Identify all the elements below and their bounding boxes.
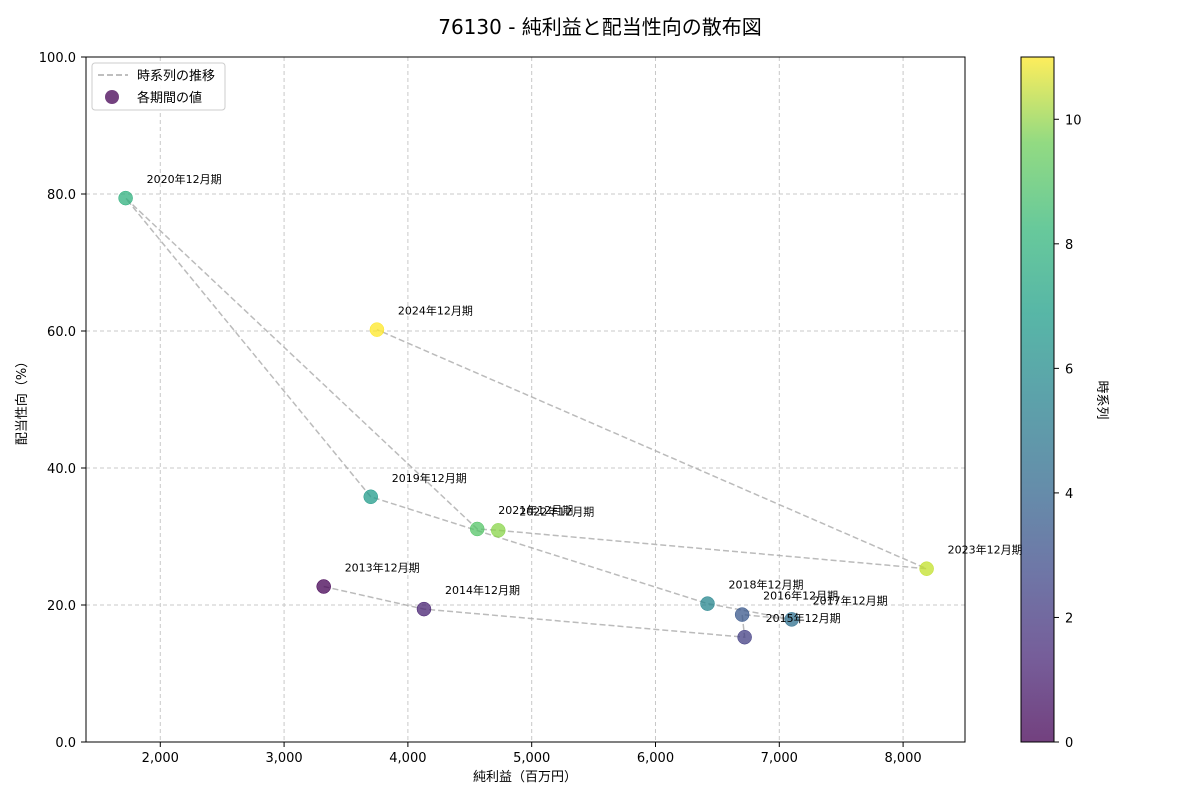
colorbar-tick-label: 4	[1065, 487, 1073, 502]
x-tick-label: 7,000	[761, 751, 798, 766]
colorbar-tick-label: 8	[1065, 238, 1073, 253]
colorbar-gradient	[1020, 56, 1055, 743]
data-point-label: 2018年12月期	[728, 578, 803, 592]
data-point	[363, 489, 378, 505]
data-point-label: 2020年12月期	[147, 172, 222, 186]
data-point	[734, 607, 750, 622]
data-point	[737, 629, 752, 645]
data-point-label: 2017年12月期	[813, 593, 888, 607]
y-tick-label: 0.0	[55, 736, 76, 751]
colorbar-label: 時系列	[1094, 380, 1109, 419]
x-tick-label: 4,000	[389, 751, 426, 766]
data-point	[919, 561, 934, 576]
trend-line	[125, 197, 927, 639]
legend: 時系列の推移 各期間の値	[91, 62, 226, 111]
colorbar-tick-label: 10	[1065, 113, 1082, 128]
points-layer	[118, 190, 934, 645]
chart-title: 76130 - 純利益と配当性向の散布図	[438, 15, 762, 39]
data-point	[469, 521, 485, 537]
x-tick-label: 3,000	[265, 751, 302, 766]
y-axis-ticks: 0.0 20.0 40.0 60.0 80.0 100.0	[39, 51, 86, 751]
trend-line-layer	[125, 197, 927, 639]
colorbar-tick-label: 0	[1065, 736, 1073, 751]
data-point	[316, 579, 331, 594]
y-axis-label: 配当性向（%）	[14, 355, 30, 445]
data-point	[784, 612, 799, 627]
data-point-label: 2021年12月期	[498, 503, 573, 517]
data-point-label: 2024年12月期	[398, 304, 473, 318]
legend-entry-trend: 時系列の推移	[137, 69, 215, 84]
grid	[86, 57, 965, 742]
legend-entry-values: 各期間の値	[137, 90, 202, 106]
colorbar-ticks: 0 2 4 6 8 10	[1054, 113, 1082, 751]
data-point	[118, 190, 133, 206]
x-axis-ticks: 2,000 3,000 4,000 5,000 6,000 7,000 8,000	[142, 742, 922, 766]
data-point-label: 2023年12月期	[948, 543, 1023, 557]
x-tick-label: 2,000	[142, 751, 179, 766]
data-point	[491, 523, 506, 538]
data-point-label: 2019年12月期	[392, 471, 467, 485]
data-point	[416, 601, 432, 617]
data-point-label: 2016年12月期	[763, 589, 838, 603]
x-tick-label: 8,000	[884, 751, 921, 766]
y-tick-label: 80.0	[47, 188, 76, 203]
data-point-label: 2013年12月期	[345, 561, 420, 575]
y-tick-label: 20.0	[47, 599, 76, 614]
legend-marker-swatch	[105, 90, 119, 104]
colorbar: 0 2 4 6 8 10 時系列	[1020, 56, 1109, 751]
data-point-label: 2014年12月期	[445, 583, 520, 597]
y-tick-label: 60.0	[47, 325, 76, 340]
data-point-label: 2022年12月期	[519, 504, 594, 518]
y-tick-label: 100.0	[39, 51, 76, 66]
x-tick-label: 6,000	[637, 751, 674, 766]
y-tick-label: 40.0	[47, 462, 76, 477]
point-labels-layer: 2013年12月期 2014年12月期 2015年12月期 2016年12月期2017…	[147, 172, 1023, 625]
x-axis-label: 純利益（百万円）	[473, 770, 577, 785]
x-tick-label: 5,000	[513, 751, 550, 766]
plot-area-frame	[85, 56, 966, 743]
colorbar-tick-label: 2	[1065, 611, 1073, 626]
data-point	[700, 596, 715, 611]
colorbar-tick-label: 6	[1065, 362, 1073, 377]
data-point-label: 2015年12月期	[766, 611, 841, 625]
data-point	[369, 322, 385, 337]
